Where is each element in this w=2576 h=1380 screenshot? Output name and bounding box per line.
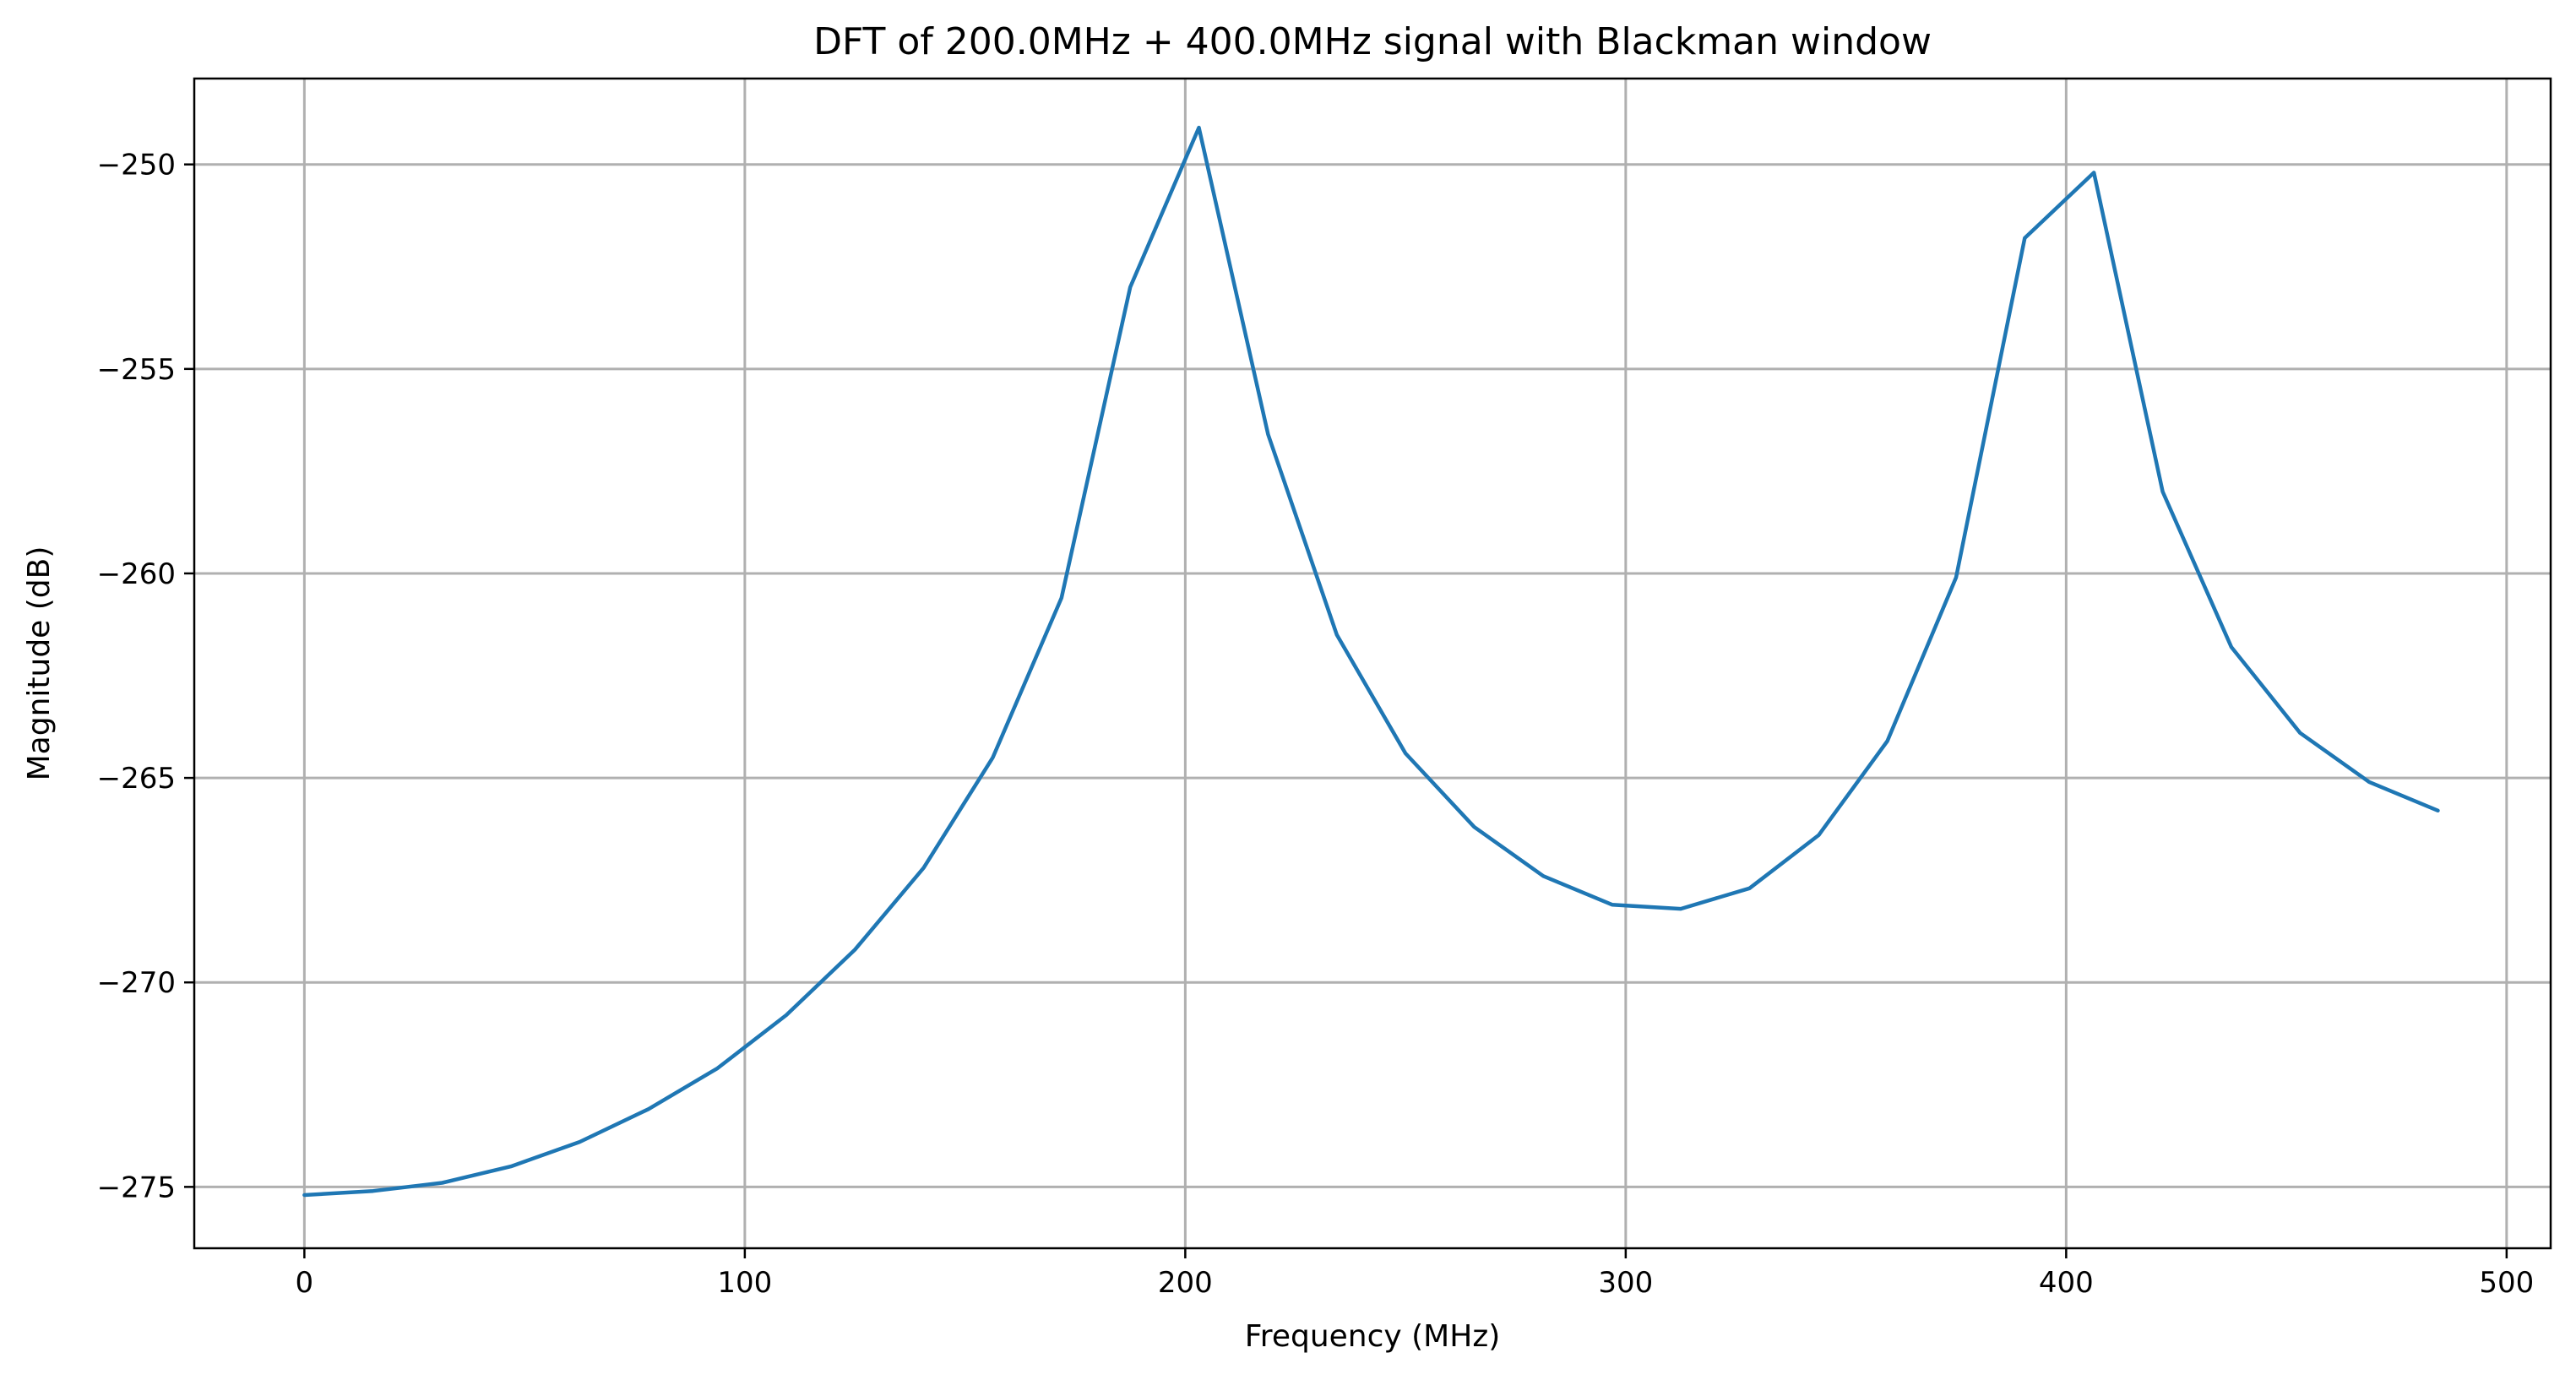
y-tick-label: −255 xyxy=(97,353,176,387)
chart-title: DFT of 200.0MHz + 400.0MHz signal with B… xyxy=(813,20,1932,63)
y-tick-label: −260 xyxy=(97,557,176,591)
y-tick-label: −250 xyxy=(97,149,176,182)
x-axis-label: Frequency (MHz) xyxy=(1245,1319,1501,1354)
y-tick-label: −275 xyxy=(97,1171,176,1204)
x-axis: 0 100 200 300 400 500 xyxy=(296,1248,2534,1300)
grid xyxy=(194,79,2551,1248)
x-tick-label: 100 xyxy=(717,1266,772,1300)
series-line xyxy=(302,125,2440,1198)
y-tick-label: −265 xyxy=(97,762,176,796)
y-tick-label: −270 xyxy=(97,966,176,1000)
y-axis-label: Magnitude (dB) xyxy=(22,546,57,781)
x-tick-label: 200 xyxy=(1158,1266,1213,1300)
x-tick-label: 400 xyxy=(2039,1266,2094,1300)
y-axis: −250 −255 −260 −265 −270 −275 xyxy=(97,149,194,1204)
x-tick-label: 500 xyxy=(2479,1266,2534,1300)
x-tick-label: 0 xyxy=(296,1266,314,1300)
x-tick-label: 300 xyxy=(1598,1266,1653,1300)
plot-frame xyxy=(193,77,2552,1250)
plot-series xyxy=(302,125,2440,1198)
